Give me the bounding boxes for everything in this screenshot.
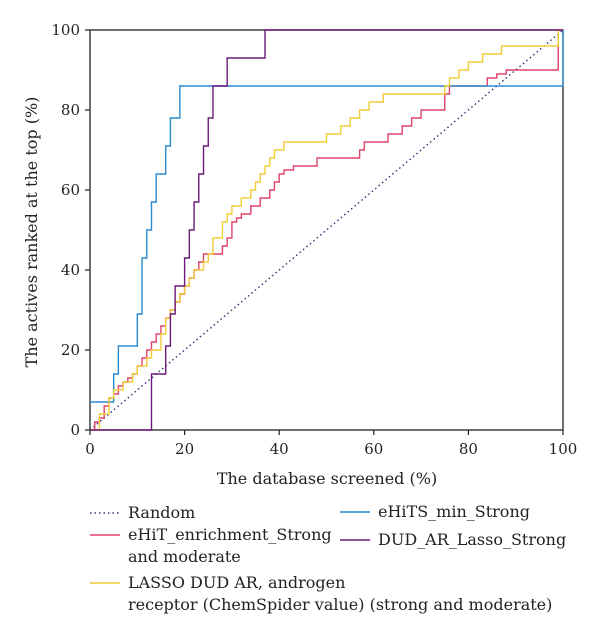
legend-item-ehits-min-strong: eHiTS_min_Strong bbox=[340, 502, 530, 521]
legend-label: Random bbox=[128, 503, 195, 522]
y-tick-label: 60 bbox=[61, 181, 80, 199]
x-tick-label: 60 bbox=[364, 440, 383, 458]
y-tick-label: 20 bbox=[61, 341, 80, 359]
series-line-lasso-dud-ar-androgen-receptor-chemspider-value-strong-and-moderate bbox=[90, 29, 563, 431]
series-layer bbox=[89, 29, 564, 431]
legend-item-lasso-dud-ar-androgen-receptor-chemspider-value-strong-and-moderate: LASSO DUD AR, androgen receptor (ChemSpid… bbox=[90, 573, 552, 614]
legend-label: LASSO DUD AR, androgen bbox=[128, 573, 345, 592]
x-tick-label: 20 bbox=[175, 440, 194, 458]
series-line-dud-ar-lasso-strong bbox=[90, 29, 563, 431]
x-axis-label: The database screened (%) bbox=[217, 469, 437, 488]
y-tick-label: 100 bbox=[51, 21, 80, 39]
legend-label: eHiTS_min_Strong bbox=[378, 502, 530, 521]
y-tick-label: 80 bbox=[61, 101, 80, 119]
y-axis-label: The actives ranked at the top (%) bbox=[22, 97, 41, 368]
x-tick-label: 40 bbox=[270, 440, 289, 458]
x-tick-label: 0 bbox=[85, 440, 95, 458]
x-tick-label: 80 bbox=[459, 440, 478, 458]
x-tick-label: 100 bbox=[549, 440, 578, 458]
axes-layer: 0 20 40 60 80 100 0 20 40 60 80 100 bbox=[51, 21, 577, 458]
y-tick-label: 40 bbox=[61, 261, 80, 279]
legend-label: receptor (ChemSpider value) (strong and … bbox=[128, 595, 552, 614]
legend-label: DUD_AR_Lasso_Strong bbox=[378, 530, 566, 549]
legend-item-random: Random bbox=[90, 503, 195, 522]
legend-label: eHiT_enrichment_Strong bbox=[128, 525, 332, 544]
legend-label: and moderate bbox=[128, 547, 241, 566]
legend-item-dud-ar-lasso-strong: DUD_AR_Lasso_Strong bbox=[340, 530, 566, 549]
series-line-random bbox=[89, 29, 564, 431]
y-tick-label: 0 bbox=[70, 421, 80, 439]
series-line-ehits-min-strong bbox=[90, 30, 564, 403]
